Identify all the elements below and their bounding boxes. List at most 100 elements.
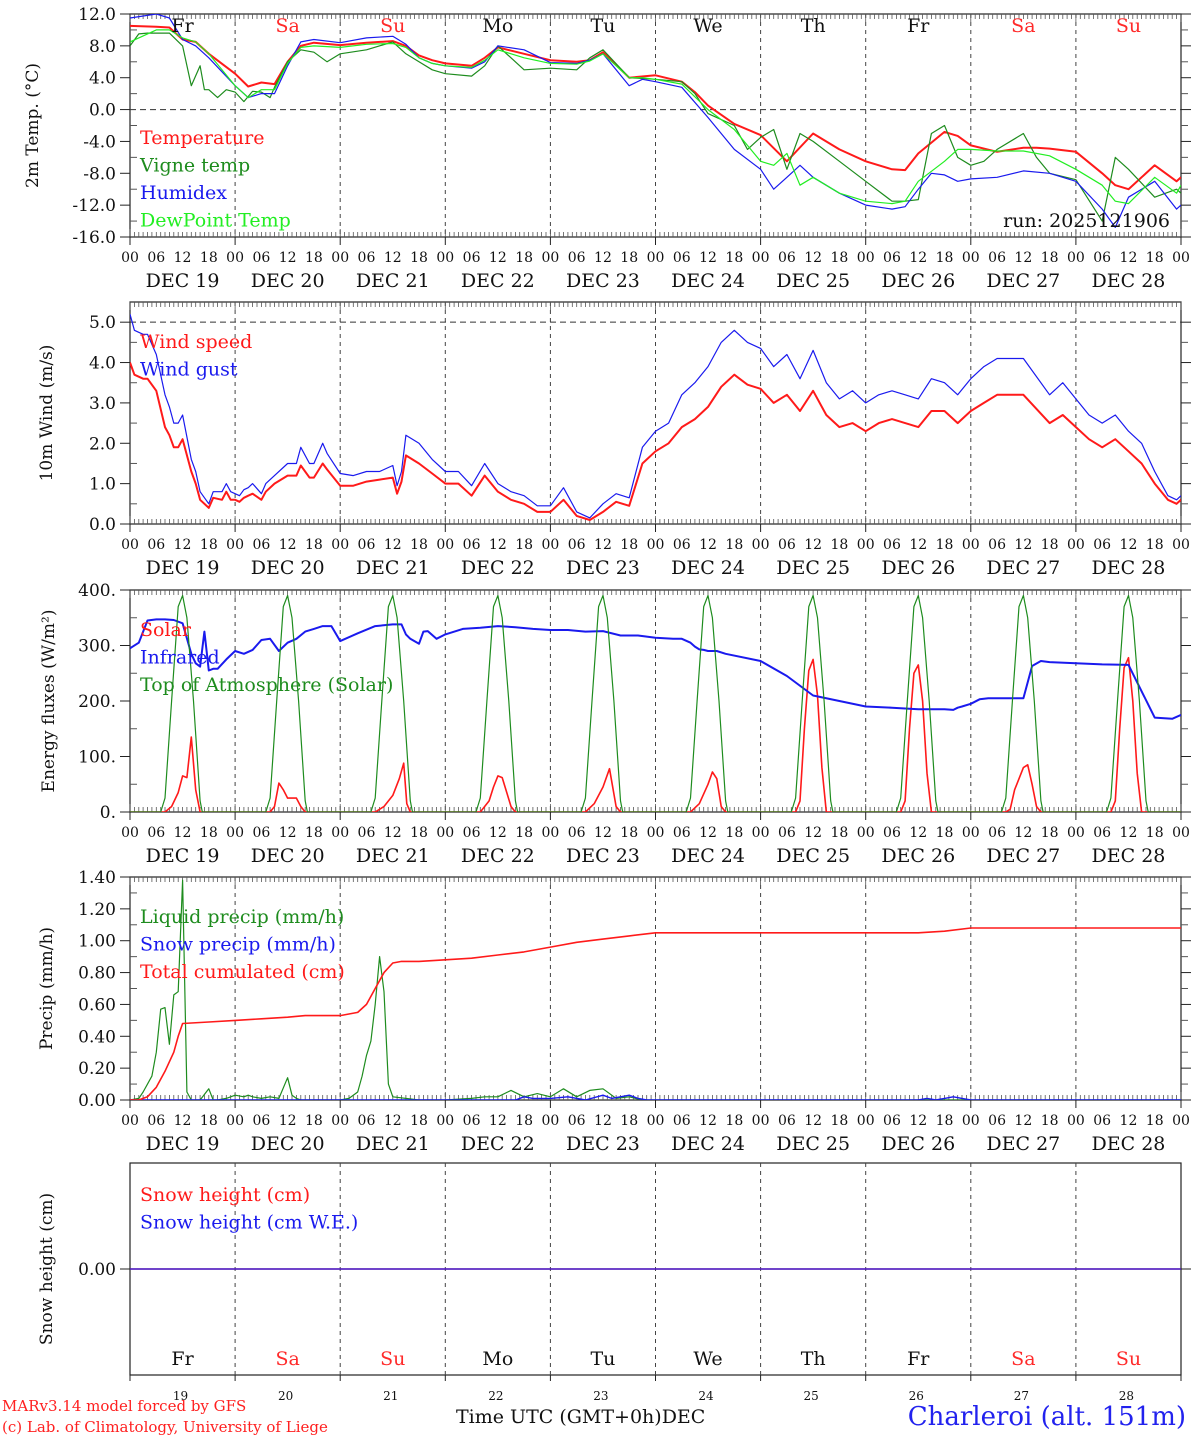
hour-label: 00: [121, 1113, 139, 1129]
day-name: Sa: [275, 1348, 299, 1370]
y-tick-label: 0.80: [78, 964, 116, 984]
legend-entry: DewPoint Temp: [140, 210, 291, 232]
hour-label: 06: [883, 1113, 901, 1129]
legend-entry: Snow precip (mm/h): [140, 934, 336, 956]
hour-label: 12: [489, 250, 507, 266]
y-tick-label: 300.: [78, 637, 116, 657]
hour-label: 06: [463, 537, 481, 553]
date-label: DEC 28: [1092, 270, 1166, 292]
hour-label: 12: [699, 250, 717, 266]
hour-label: 12: [699, 1113, 717, 1129]
hour-label: 06: [1093, 537, 1111, 553]
y-tick-label: 0.0: [89, 515, 116, 535]
day-name: Tu: [590, 1348, 615, 1370]
y-tick-label: 1.0: [89, 475, 116, 495]
legend-entry: Humidex: [140, 182, 227, 204]
legend-entry: Wind speed: [140, 331, 252, 353]
hour-label: 18: [305, 825, 323, 841]
panel-4: 1.40 1.20 1.00 0.80 0.60 0.40 0.20 0.00 Precip (…: [37, 868, 1191, 1155]
hour-label: 18: [410, 825, 428, 841]
series-line-liquid-precip-mm-h-: [130, 879, 1181, 1100]
day-name: Sa: [275, 15, 299, 37]
hour-label: 00: [436, 250, 454, 266]
hour-label: 12: [384, 537, 402, 553]
day-name: Tu: [590, 15, 615, 37]
y-tick-label: 200.: [78, 692, 116, 712]
hour-label: 00: [436, 825, 454, 841]
hour-label: 06: [252, 825, 270, 841]
hour-label: 12: [279, 250, 297, 266]
day-name: Fr: [171, 15, 194, 37]
series-group: [130, 594, 1181, 812]
hour-label: 18: [831, 825, 849, 841]
time-axis-label: Time UTC (GMT+0h): [456, 1406, 662, 1428]
series-line-infrared: [130, 618, 1181, 720]
date-label: DEC 26: [881, 557, 955, 579]
model-credit: MARv3.14 model forced by GFS: [2, 1397, 247, 1415]
hour-label: 12: [699, 825, 717, 841]
y-tick-label: 4.0: [89, 69, 116, 89]
hour-label: 12: [909, 825, 927, 841]
hour-label: 06: [778, 1113, 796, 1129]
series-line-total-cumulated-cm-: [130, 927, 1181, 1100]
hour-label: 06: [883, 825, 901, 841]
date-label: DEC 26: [881, 270, 955, 292]
hour-label: 12: [594, 537, 612, 553]
hour-label: 12: [174, 825, 192, 841]
panel-3: 400. 300. 200. 100. 0. Energy fluxes (W/m²) So…: [39, 581, 1191, 867]
hour-label: 06: [252, 1113, 270, 1129]
hour-label: 12: [804, 1113, 822, 1129]
day-name: Th: [801, 15, 826, 37]
hour-label: 18: [1041, 1113, 1059, 1129]
hour-label: 18: [515, 825, 533, 841]
legend-entry: Snow height (cm): [140, 1184, 310, 1206]
hour-label: 18: [1146, 250, 1164, 266]
hour-label: 06: [673, 825, 691, 841]
legend-entry: Top of Atmosphere (Solar): [140, 674, 393, 696]
hour-label: 18: [1041, 250, 1059, 266]
hour-label: 12: [909, 537, 927, 553]
y-tick-label: 0.40: [78, 1027, 116, 1047]
hour-label: 12: [279, 825, 297, 841]
hour-label: 12: [594, 250, 612, 266]
hour-label: 06: [568, 537, 586, 553]
hour-label: 00: [647, 825, 665, 841]
hour-label: 00: [541, 250, 559, 266]
hour-label: 00: [436, 537, 454, 553]
hour-label: 18: [305, 250, 323, 266]
y-tick-label: 1.40: [78, 868, 116, 888]
day-number: 20: [278, 1389, 293, 1403]
hour-label: 00: [226, 250, 244, 266]
hour-label: 06: [252, 250, 270, 266]
hour-ticks: [129, 302, 1182, 524]
hour-label: 12: [279, 1113, 297, 1129]
hour-label: 18: [1146, 1113, 1164, 1129]
legend-entry: Solar: [140, 619, 192, 641]
y-tick-label: 0.00: [78, 1091, 116, 1111]
hour-label: 12: [909, 1113, 927, 1129]
hour-label: 06: [463, 825, 481, 841]
hour-label: 00: [1067, 1113, 1085, 1129]
hour-label: 12: [1120, 825, 1138, 841]
hour-label: 06: [988, 825, 1006, 841]
hour-label: 18: [1041, 537, 1059, 553]
day-name: Fr: [907, 1348, 930, 1370]
y-tick-label: 0.0: [89, 101, 116, 121]
lab-credit: (c) Lab. of Climatology, University of L…: [2, 1418, 328, 1436]
run-annotation: run: 2025121906: [1003, 210, 1170, 232]
hour-label: 00: [752, 537, 770, 553]
series-line-wind-speed: [130, 362, 1181, 521]
date-label: DEC 22: [461, 845, 535, 867]
y-axis-label: 10m Wind (m/s): [37, 345, 57, 482]
legend-entry: Wind gust: [140, 359, 238, 381]
date-label: DEC 27: [986, 270, 1060, 292]
day-number: 27: [1014, 1389, 1029, 1403]
y-tick-label: 5.0: [89, 313, 116, 333]
hour-label: 00: [752, 250, 770, 266]
legend-entry: Liquid precip (mm/h): [140, 906, 344, 928]
hour-label: 06: [358, 1113, 376, 1129]
hour-label: 06: [358, 537, 376, 553]
day-number: 26: [909, 1389, 924, 1403]
y-axis-label: Precip (mm/h): [37, 927, 57, 1050]
hour-label: 18: [200, 1113, 218, 1129]
